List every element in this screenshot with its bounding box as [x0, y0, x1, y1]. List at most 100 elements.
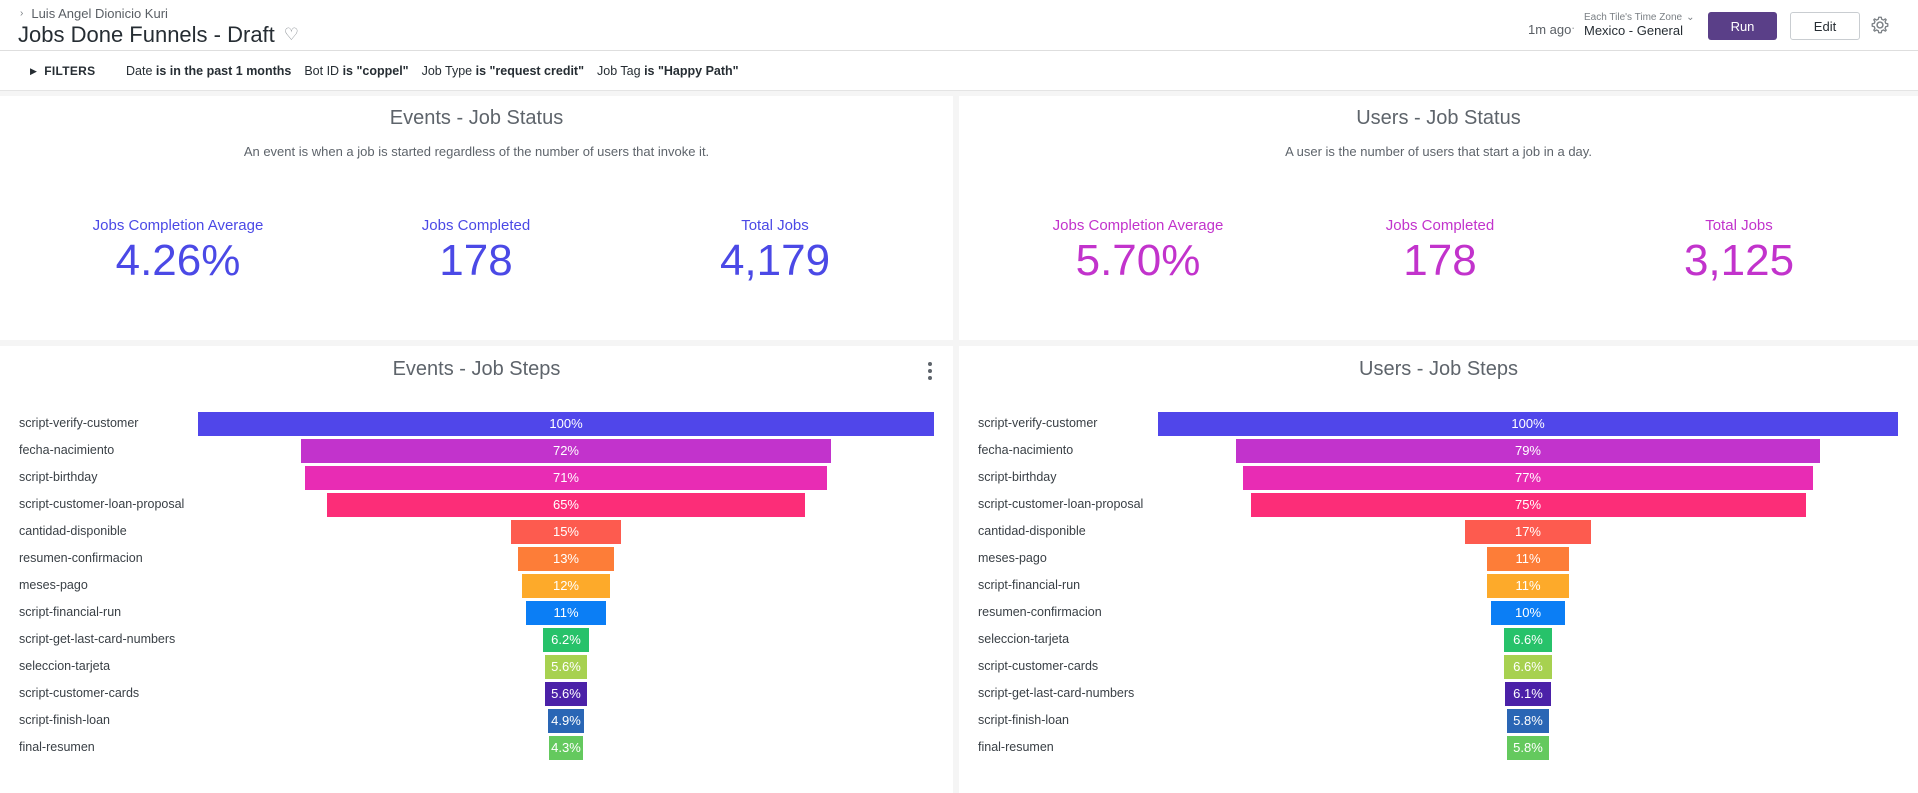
funnel-bar[interactable]: 10% [1491, 601, 1565, 625]
edit-button[interactable]: Edit [1790, 12, 1860, 40]
filters-toggle[interactable]: ▶ FILTERS [30, 64, 95, 78]
funnel-step-label: script-finish-loan [978, 713, 1070, 727]
timezone-value[interactable]: Mexico - General [1584, 23, 1683, 38]
kpi-value: 5.70% [1075, 236, 1201, 285]
dashboard-title: Jobs Done Funnels - Draft [18, 22, 275, 47]
filter-job-type[interactable]: Job Type is "request credit" [422, 64, 584, 78]
events-status-tile: Events - Job Status An event is when a j… [0, 96, 953, 340]
funnel-bar[interactable]: 100% [1158, 412, 1898, 436]
events-steps-tile: Events - Job Steps script-verify-custome… [0, 346, 953, 793]
chevron-down-icon: ⌄ [1686, 12, 1695, 23]
funnel-step-label: script-get-last-card-numbers [19, 632, 176, 646]
tile-subtitle: An event is when a job is started regard… [243, 144, 710, 159]
tile-title: Users - Job Steps [1359, 358, 1518, 380]
filter-condition: is in the past 1 months [155, 64, 292, 78]
kpi-value: 4.26% [115, 236, 241, 285]
funnel-bar[interactable]: 17% [1465, 520, 1591, 544]
funnel-bar[interactable]: 5.6% [545, 682, 587, 706]
kpi-label: Total Jobs [1705, 217, 1773, 234]
filter-job-tag[interactable]: Job Tag is "Happy Path" [597, 64, 739, 78]
timezone-selector[interactable]: Each Tile's Time Zone ⌄ [1584, 12, 1694, 23]
funnel-step-label: final-resumen [978, 740, 1054, 754]
kpi-jobs-completed: Jobs Completed 178 [346, 217, 606, 286]
funnel-bar[interactable]: 72% [301, 439, 831, 463]
kpi-label: Total Jobs [741, 217, 809, 234]
funnel-bar[interactable]: 5.8% [1506, 736, 1550, 760]
funnel-step-label: fecha-nacimiento [19, 443, 115, 457]
funnel-step-label: script-financial-run [19, 605, 122, 619]
users-status-tile: Users - Job Status A user is the number … [959, 96, 1918, 340]
breadcrumb[interactable]: › Luis Angel Dionicio Kuri [20, 6, 168, 21]
filter-bar: ▶ FILTERS Date is in the past 1 months B… [0, 51, 1918, 91]
funnel-bar[interactable]: 4.9% [547, 709, 585, 733]
gear-icon[interactable] [1869, 13, 1891, 37]
funnel-step-label: script-birthday [19, 470, 98, 484]
kpi-label: Jobs Completion Average [92, 217, 264, 234]
tile-title: Events - Job Status [389, 107, 564, 129]
filter-field: Date [126, 64, 153, 78]
funnel-bar[interactable]: 6.1% [1505, 682, 1551, 706]
funnel-bar[interactable]: 100% [198, 412, 934, 436]
funnel-bar[interactable]: 71% [304, 466, 828, 490]
caret-right-icon: ▶ [30, 65, 38, 76]
funnel-step-label: cantidad-disponible [19, 524, 127, 538]
funnel-bar[interactable]: 4.3% [549, 736, 583, 760]
kpi-total-jobs: Total Jobs 4,179 [645, 217, 905, 286]
funnel-bar[interactable]: 6.6% [1503, 655, 1553, 679]
filter-date[interactable]: Date is in the past 1 months [126, 64, 291, 78]
timezone-label: Each Tile's Time Zone [1584, 12, 1683, 23]
filter-field: Job Tag [597, 64, 641, 78]
chevron-right-icon: › [20, 8, 24, 19]
funnel-bar[interactable]: 5.8% [1506, 709, 1550, 733]
filter-bot-id[interactable]: Bot ID is "coppel" [304, 64, 408, 78]
funnel-step-label: seleccion-tarjeta [19, 659, 111, 673]
funnel-bar[interactable]: 6.2% [543, 628, 589, 652]
kpi-value: 178 [439, 236, 513, 285]
funnel-bar[interactable]: 11% [1487, 547, 1569, 571]
funnel-bar[interactable]: 5.6% [545, 655, 587, 679]
funnel-bar[interactable]: 15% [510, 520, 622, 544]
funnel-bar[interactable]: 13% [518, 547, 614, 571]
funnel-step-label: meses-pago [19, 578, 88, 592]
funnel-step-label: cantidad-disponible [978, 524, 1086, 538]
funnel-bar[interactable]: 11% [1487, 574, 1569, 598]
kpi-label: Jobs Completed [421, 217, 531, 234]
filter-field: Bot ID [304, 64, 340, 78]
kpi-value: 3,125 [1683, 236, 1795, 285]
tile-title: Users - Job Status [1356, 107, 1521, 129]
more-options-icon[interactable] [927, 360, 933, 382]
filters-label: FILTERS [44, 64, 96, 78]
page-title: Jobs Done Funnels - Draft ♡ [18, 22, 299, 48]
funnel-step-label: script-birthday [978, 470, 1057, 484]
kpi-total-jobs: Total Jobs 3,125 [1609, 217, 1869, 286]
funnel-bar[interactable]: 12% [521, 574, 611, 598]
filter-list: Date is in the past 1 months Bot ID is "… [126, 64, 739, 78]
filter-condition: is "request credit" [475, 64, 585, 78]
separator-dot: · [1571, 20, 1576, 35]
filter-field: Job Type [421, 64, 473, 78]
kpi-label: Jobs Completion Average [1052, 217, 1224, 234]
funnel-step-label: script-financial-run [978, 578, 1081, 592]
breadcrumb-folder[interactable]: Luis Angel Dionicio Kuri [31, 6, 168, 21]
dashboard-header: › Luis Angel Dionicio Kuri Jobs Done Fun… [0, 0, 1918, 51]
funnel-bar[interactable]: 77% [1243, 466, 1813, 490]
funnel-step-label: fecha-nacimiento [978, 443, 1074, 457]
kpi-label: Jobs Completed [1385, 217, 1495, 234]
funnel-bar[interactable]: 6.6% [1503, 628, 1553, 652]
kpi-completion-average: Jobs Completion Average 4.26% [48, 217, 308, 286]
funnel-step-label: resumen-confirmacion [19, 551, 143, 565]
funnel-step-label: script-customer-loan-proposal [978, 497, 1144, 511]
tile-title: Events - Job Steps [392, 358, 561, 380]
kpi-value: 4,179 [719, 236, 831, 285]
funnel-bar[interactable]: 75% [1250, 493, 1806, 517]
funnel-step-label: script-verify-customer [978, 416, 1098, 430]
funnel-bar[interactable]: 65% [326, 493, 806, 517]
favorite-heart-icon[interactable]: ♡ [283, 25, 300, 44]
run-button[interactable]: Run [1708, 12, 1777, 40]
filter-condition: is "Happy Path" [644, 64, 739, 78]
funnel-step-label: resumen-confirmacion [978, 605, 1102, 619]
funnel-bar[interactable]: 79% [1235, 439, 1821, 463]
kpi-jobs-completed: Jobs Completed 178 [1310, 217, 1570, 286]
funnel-bar[interactable]: 11% [525, 601, 607, 625]
kpi-completion-average: Jobs Completion Average 5.70% [1008, 217, 1268, 286]
